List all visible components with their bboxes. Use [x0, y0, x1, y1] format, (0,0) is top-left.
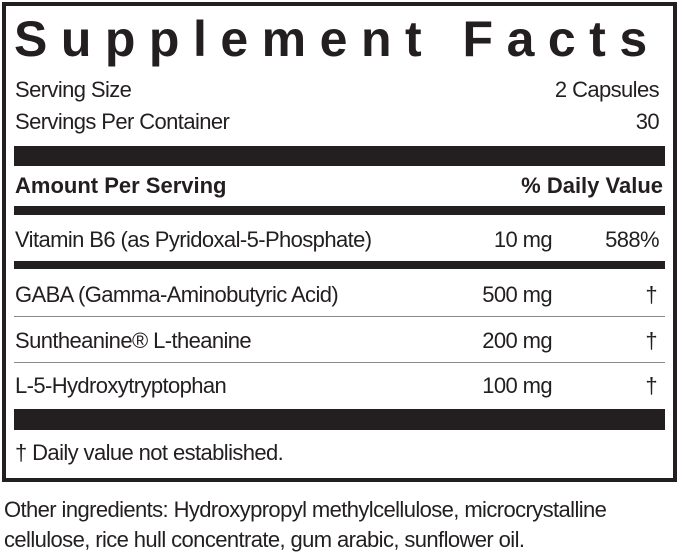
row-dv: † — [645, 373, 657, 398]
serving-size-label: Serving Size — [15, 77, 132, 102]
amount-per-serving-header: Amount Per Serving — [15, 173, 227, 198]
footnote: † Daily value not established. — [15, 440, 284, 465]
servings-per-container-value: 30 — [635, 109, 660, 134]
label-border — [2, 2, 677, 482]
label-title: Supplement Facts — [14, 11, 661, 67]
row-amount: 10 mg — [493, 227, 553, 252]
row-divider — [14, 362, 665, 363]
row-dv: † — [645, 282, 657, 307]
row-name: L-5-Hydroxytryptophan — [15, 373, 227, 398]
row-name: GABA (Gamma-Aminobutyric Acid) — [15, 282, 339, 307]
thick-divider — [14, 146, 665, 166]
divider — [14, 261, 665, 269]
daily-value-header: % Daily Value — [521, 173, 663, 198]
row-amount: 100 mg — [482, 373, 552, 398]
other-ingredients-line1: Other ingredients: Hydroxypropyl methylc… — [4, 497, 607, 522]
row-dv: 588% — [605, 227, 659, 252]
other-ingredients-line2: cellulose, rice hull concentrate, gum ar… — [4, 527, 525, 552]
row-name: Suntheanine® L-theanine — [15, 328, 252, 353]
serving-size-value: 2 Capsules — [554, 77, 660, 102]
thick-divider — [14, 409, 665, 430]
row-dv: † — [645, 328, 657, 353]
row-amount: 500 mg — [482, 282, 552, 307]
row-amount: 200 mg — [482, 328, 552, 353]
row-divider — [14, 316, 665, 317]
row-name: Vitamin B6 (as Pyridoxal-5-Phosphate) — [15, 227, 372, 252]
servings-per-container-label: Servings Per Container — [15, 109, 230, 134]
divider — [14, 206, 665, 215]
